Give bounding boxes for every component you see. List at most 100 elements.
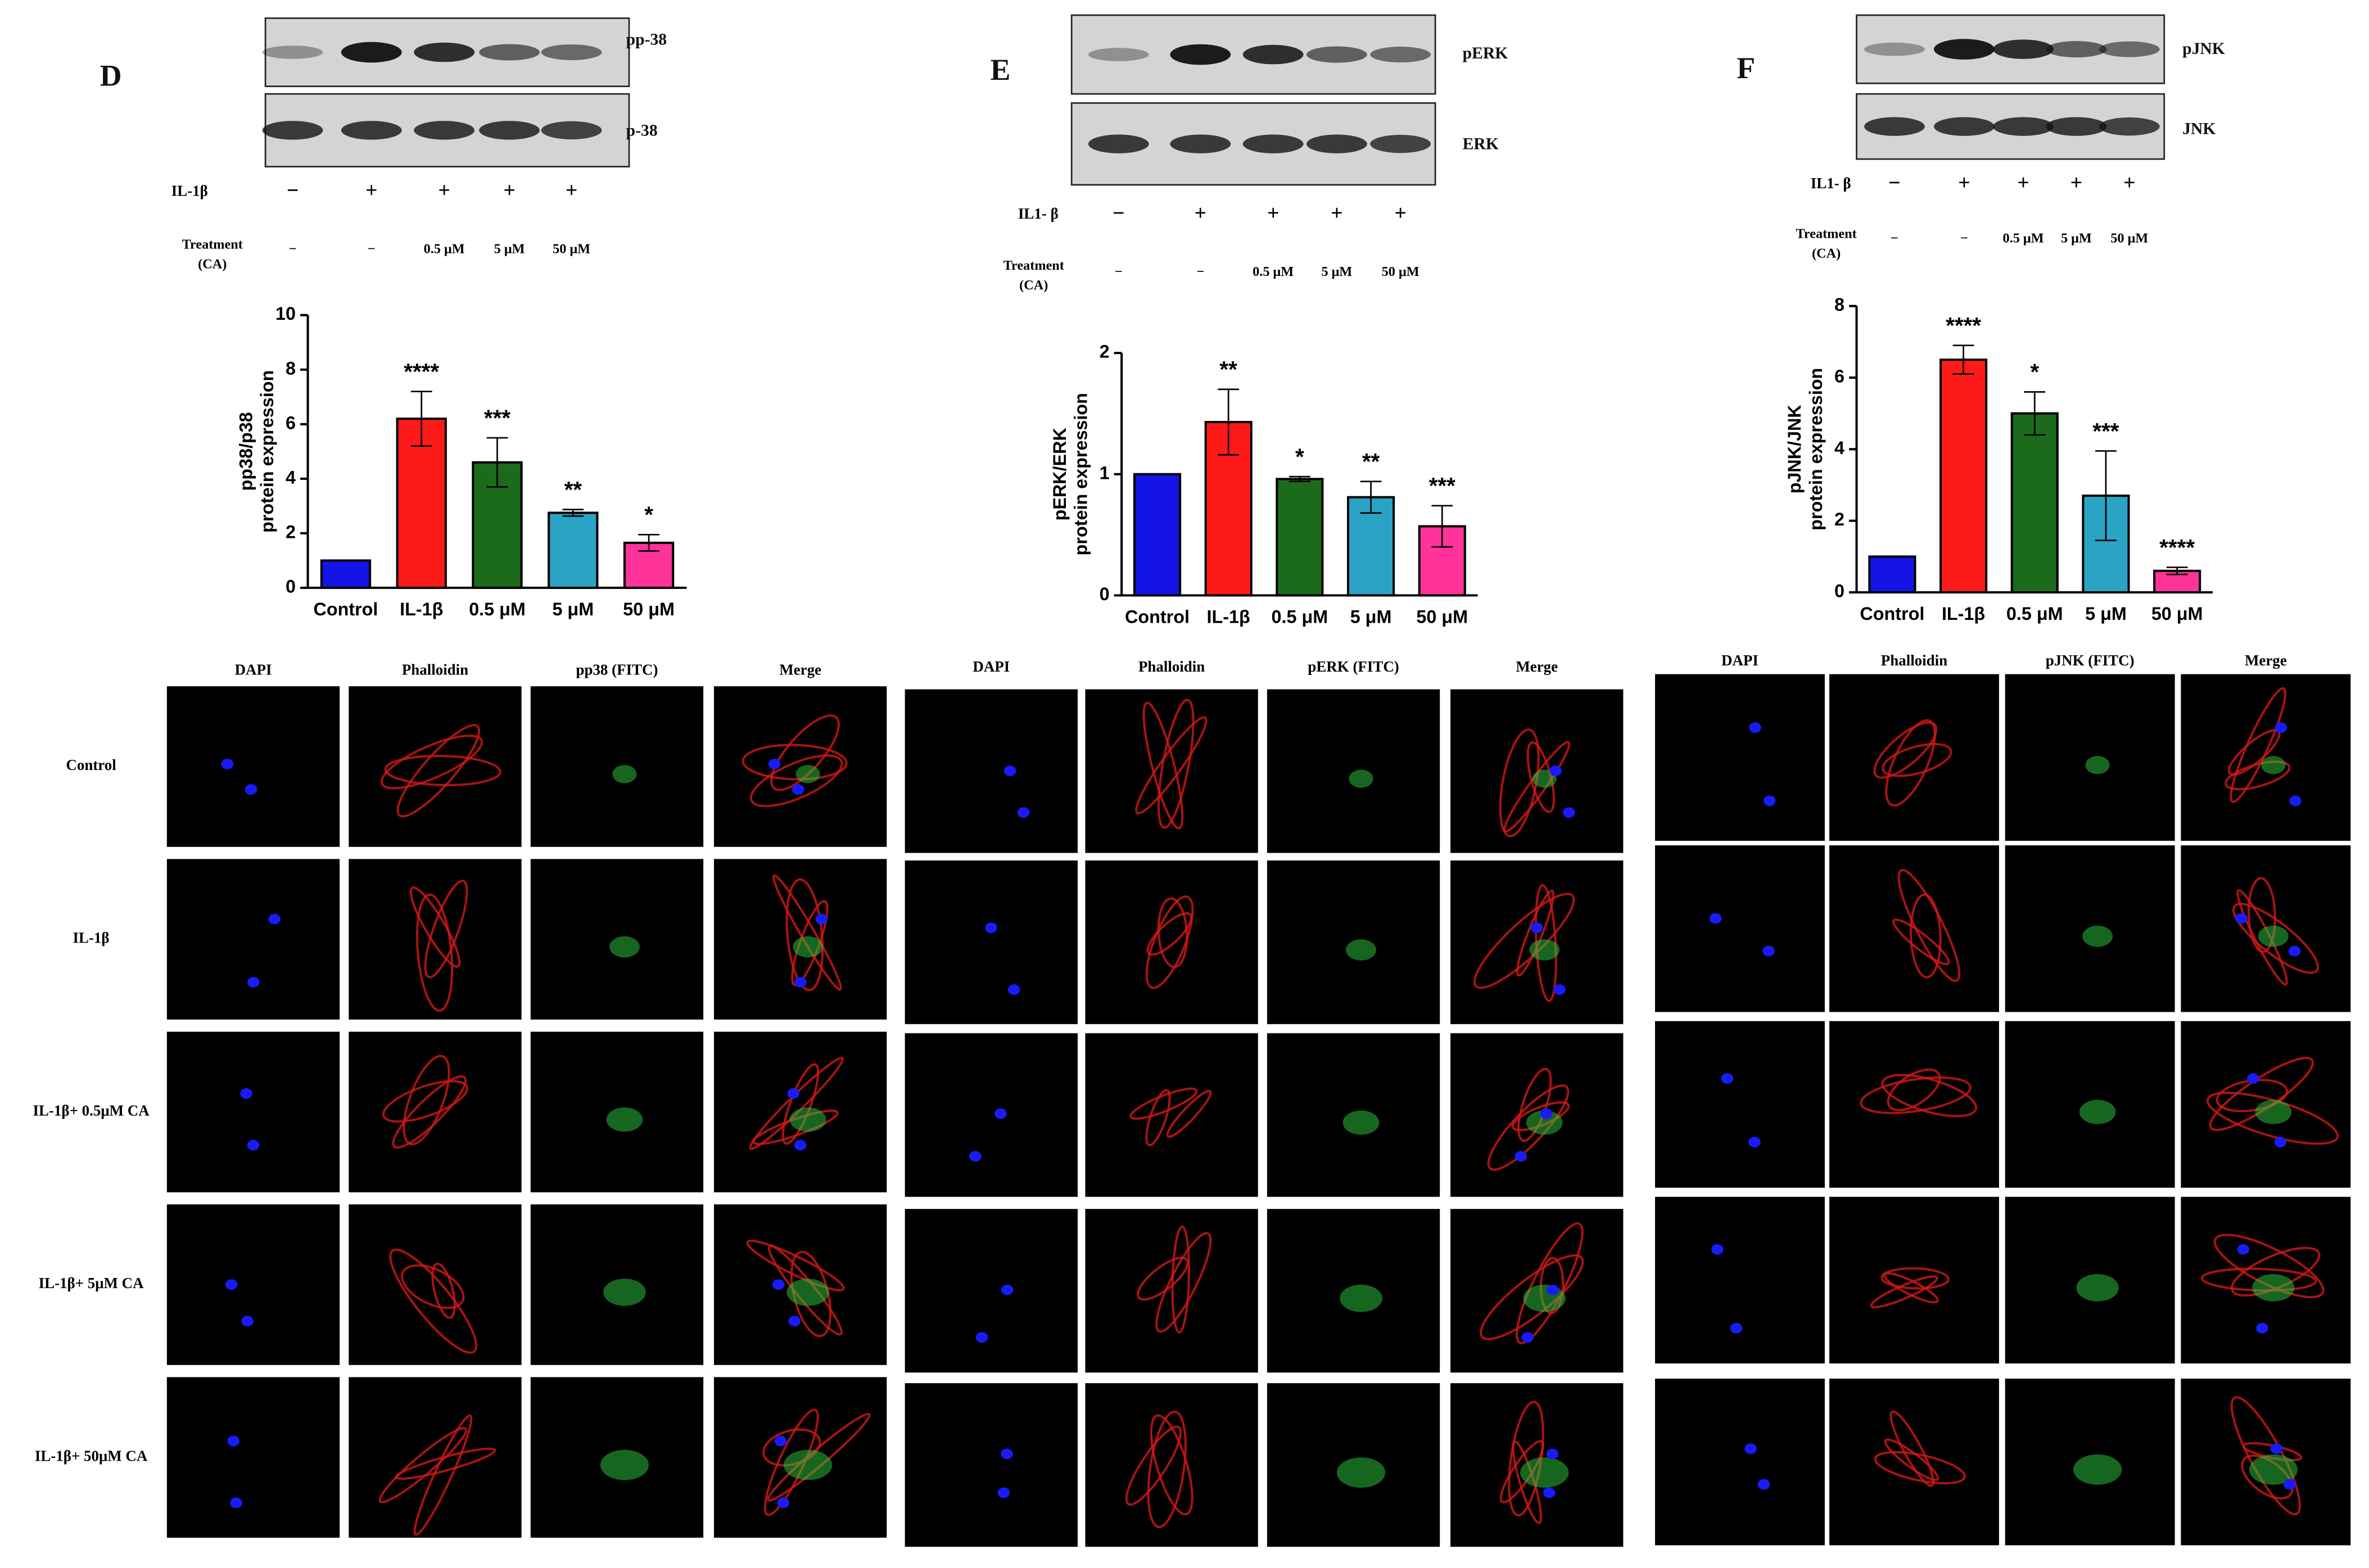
nucleus bbox=[997, 1487, 1010, 1498]
fitc bbox=[606, 1107, 643, 1132]
blot-band bbox=[1306, 46, 1367, 63]
nucleus bbox=[1721, 1073, 1734, 1084]
nucleus bbox=[268, 913, 281, 925]
actin bbox=[1874, 1451, 1966, 1485]
nucleus bbox=[2256, 1322, 2268, 1334]
error-bar bbox=[2024, 391, 2046, 436]
blot-band bbox=[1170, 134, 1231, 153]
x-tick-label: 50 μM bbox=[2151, 604, 2203, 624]
nucleus bbox=[975, 1332, 988, 1343]
actin bbox=[1146, 912, 1192, 956]
row-label: (CA) bbox=[1812, 246, 1841, 261]
actin bbox=[396, 724, 481, 818]
nucleus bbox=[1763, 795, 1776, 806]
y-tick-label: 8 bbox=[1834, 294, 1844, 315]
sign: − bbox=[287, 179, 299, 202]
bar bbox=[1868, 555, 1916, 594]
x-tick-label: Control bbox=[1125, 606, 1190, 627]
blot-band bbox=[414, 121, 475, 140]
micrograph bbox=[349, 859, 522, 1020]
micro-row-label: IL-1β+ 50μM CA bbox=[35, 1447, 148, 1464]
significance: *** bbox=[484, 405, 510, 430]
micrograph bbox=[1829, 1021, 1999, 1188]
nucleus bbox=[1001, 1448, 1013, 1460]
actin bbox=[409, 886, 461, 968]
fitc bbox=[2076, 1274, 2119, 1302]
nucleus bbox=[1003, 765, 1016, 777]
fitc bbox=[1532, 769, 1557, 788]
treatment: 5 μM bbox=[1321, 264, 1352, 279]
y-tick-label: 10 bbox=[275, 303, 296, 324]
actin bbox=[1870, 1275, 1938, 1309]
significance: **** bbox=[2159, 534, 2195, 560]
blot-band bbox=[541, 44, 602, 61]
blot-label: ERK bbox=[1463, 135, 1499, 153]
nucleus bbox=[1514, 1151, 1527, 1162]
fitc bbox=[609, 936, 640, 958]
micrograph bbox=[905, 1209, 1078, 1373]
treatment: − bbox=[1196, 264, 1204, 279]
blot-band bbox=[414, 42, 475, 62]
blot-band bbox=[341, 121, 402, 140]
y-tick-label: 2 bbox=[286, 522, 296, 542]
error-bar bbox=[2095, 450, 2117, 542]
sign: + bbox=[2017, 171, 2029, 195]
nucleus bbox=[1709, 913, 1722, 924]
nucleus bbox=[221, 759, 234, 769]
actin bbox=[1171, 1225, 1190, 1334]
nucleus bbox=[1546, 1448, 1559, 1460]
actin bbox=[1910, 893, 1942, 978]
y-tick-label: 0 bbox=[1100, 584, 1110, 604]
actin bbox=[1137, 1257, 1189, 1301]
blot-band bbox=[1934, 39, 1995, 60]
panel-letter: F bbox=[1737, 51, 1755, 85]
actin bbox=[1889, 1410, 1934, 1487]
fitc bbox=[1520, 1457, 1569, 1488]
micro-header: Merge bbox=[779, 661, 821, 678]
micro-row-label: Control bbox=[66, 756, 116, 773]
significance: *** bbox=[1429, 473, 1455, 499]
nucleus bbox=[1549, 765, 1562, 777]
actin bbox=[1897, 869, 1961, 982]
x-tick-label: 5 μM bbox=[1350, 606, 1392, 627]
sign: + bbox=[438, 179, 450, 202]
y-axis-label: pERK/ERK bbox=[1050, 427, 1070, 520]
actin bbox=[2248, 877, 2276, 953]
actin bbox=[1157, 699, 1195, 829]
fitc bbox=[2079, 1100, 2116, 1125]
actin bbox=[413, 1414, 473, 1536]
y-axis-label: protein expression bbox=[1806, 368, 1826, 531]
micrograph bbox=[905, 1383, 1078, 1547]
x-tick-label: 0.5 μM bbox=[469, 599, 526, 619]
sign: + bbox=[503, 179, 515, 202]
treatment: 50 μM bbox=[2110, 230, 2148, 246]
micrograph bbox=[1655, 1021, 1825, 1188]
fitc bbox=[789, 1107, 826, 1132]
actin bbox=[1503, 741, 1571, 833]
nucleus bbox=[241, 1316, 254, 1327]
x-tick-label: 50 μM bbox=[623, 599, 675, 619]
blot-band bbox=[1088, 48, 1149, 61]
fitc bbox=[2082, 926, 2113, 947]
actin bbox=[384, 755, 501, 787]
micrograph bbox=[166, 1204, 340, 1365]
x-tick-label: IL-1β bbox=[1207, 606, 1250, 627]
blot-band bbox=[262, 46, 323, 59]
nucleus bbox=[227, 1435, 240, 1447]
actin bbox=[382, 1080, 469, 1123]
actin bbox=[1487, 1084, 1570, 1171]
nucleus bbox=[245, 784, 257, 795]
x-tick-label: IL-1β bbox=[1942, 604, 1985, 624]
error-bar bbox=[562, 509, 584, 517]
micrograph bbox=[1085, 860, 1258, 1025]
blot-label: p-38 bbox=[626, 121, 658, 139]
micrograph bbox=[349, 1031, 522, 1193]
blot-band bbox=[1306, 134, 1367, 153]
fitc bbox=[1523, 1284, 1566, 1312]
y-axis-label: protein expression bbox=[1071, 393, 1091, 555]
fitc bbox=[1529, 939, 1560, 961]
nucleus bbox=[774, 1435, 787, 1447]
fitc bbox=[1336, 1457, 1386, 1488]
treatment: − bbox=[1960, 230, 1968, 246]
